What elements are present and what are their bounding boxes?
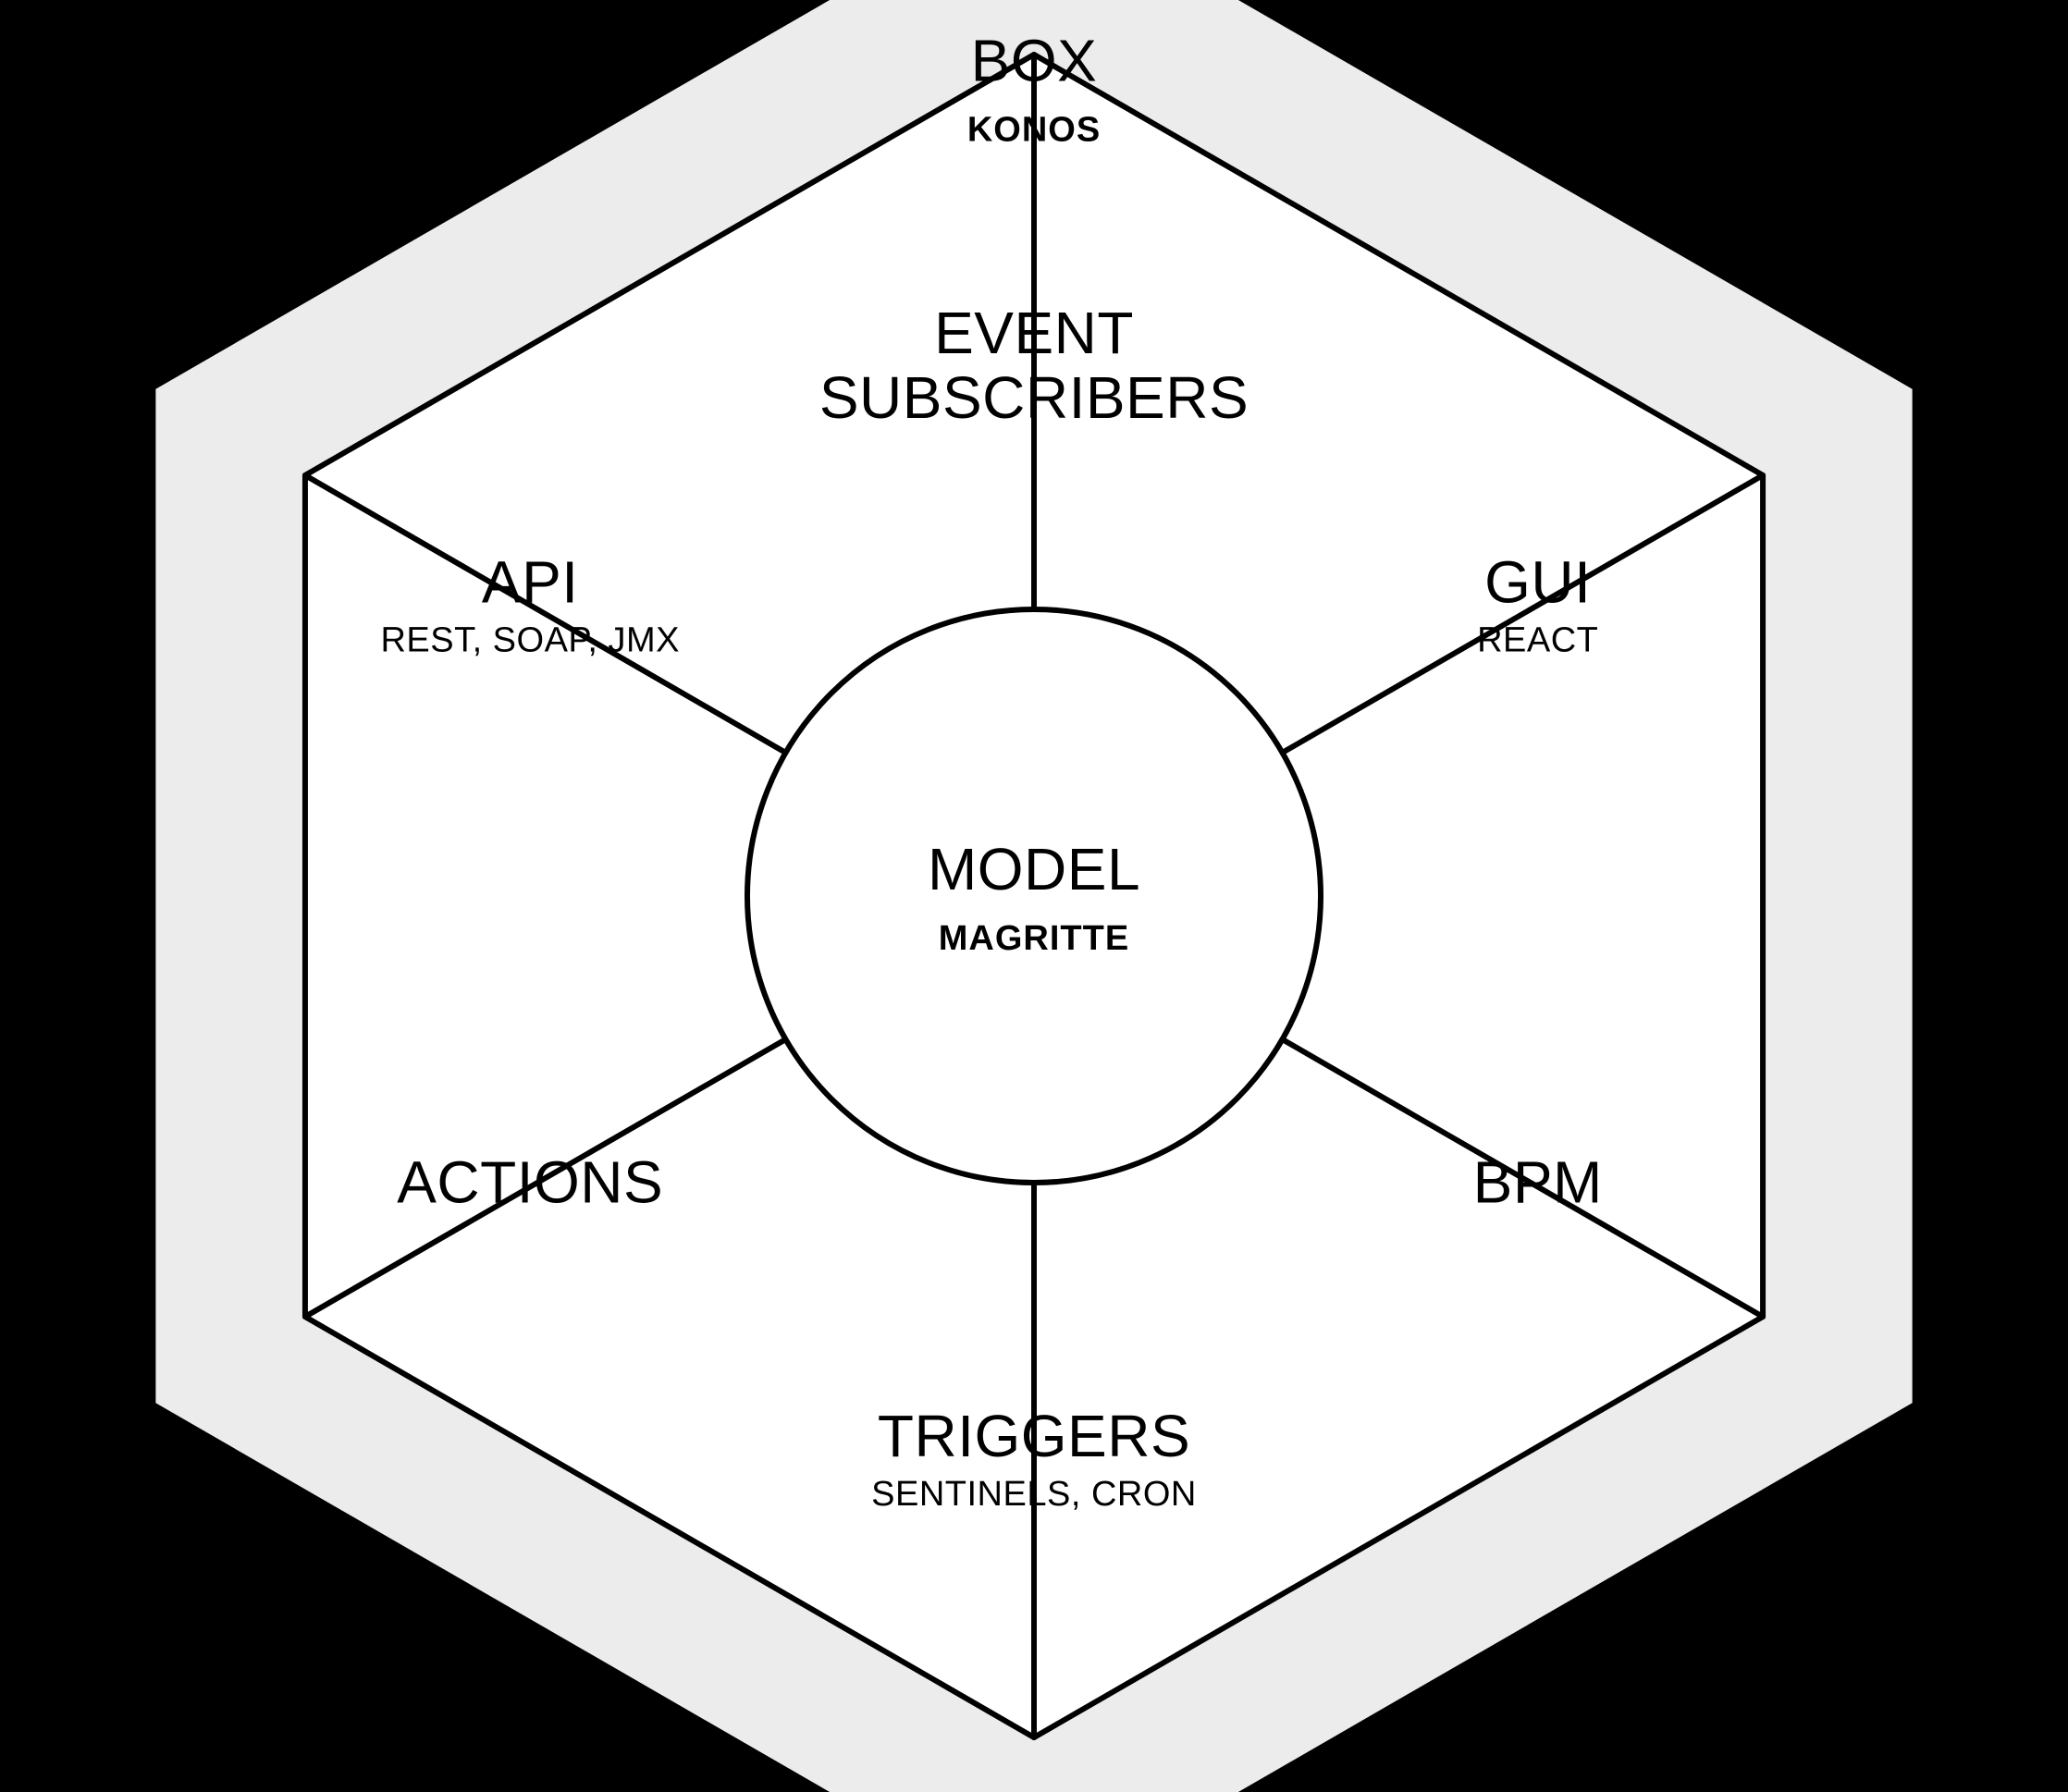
outer-title: BOX: [971, 28, 1098, 94]
center-subtitle: MAGRITTE: [939, 919, 1129, 958]
outer-subtitle: KONOS: [967, 111, 1101, 150]
segment-gui-title: GUI: [1484, 548, 1591, 615]
segment-triggers-subtitle: SENTINELS, CRON: [871, 1475, 1197, 1514]
segment-api-title: API: [482, 548, 579, 615]
segment-gui-subtitle: REACT: [1477, 621, 1598, 660]
center-title: MODEL: [928, 836, 1140, 902]
segment-event-subscribers-title: EVENT: [934, 300, 1134, 366]
diagram-stage: BOX KONOS MODEL MAGRITTE EVENTSUBSCRIBERS GUI…: [0, 0, 2068, 1792]
hexagon-diagram: BOX KONOS MODEL MAGRITTE EVENTSUBSCRIBERS GUI…: [0, 0, 2068, 1792]
segment-triggers-title: TRIGGERS: [878, 1403, 1190, 1469]
segment-bpm-title: BPM: [1473, 1148, 1603, 1215]
segment-api-subtitle: REST, SOAP, JMX: [380, 621, 680, 660]
segment-actions-title: ACTIONS: [397, 1148, 663, 1215]
segment-event-subscribers-title: SUBSCRIBERS: [819, 364, 1249, 431]
